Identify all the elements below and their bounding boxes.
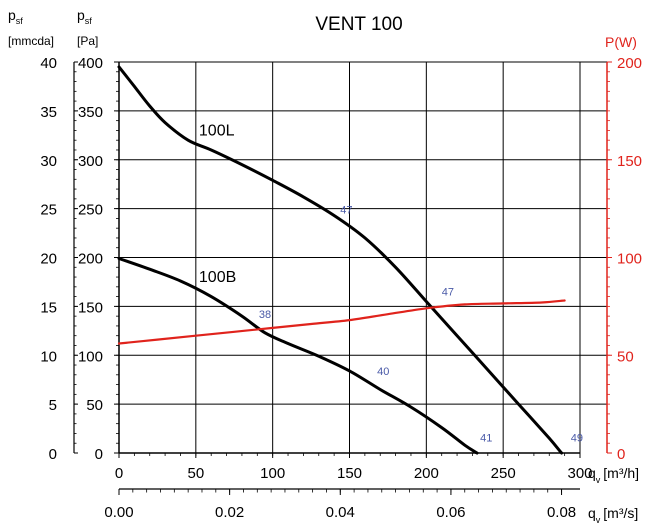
chart-title: VENT 100 bbox=[315, 14, 402, 35]
efficiency-annotation: 49 bbox=[571, 432, 583, 444]
m3h-tick-label: 300 bbox=[567, 465, 592, 482]
power-tick-label: 0 bbox=[617, 446, 625, 463]
ticks: 0501001502002503003504000510152025303540… bbox=[40, 55, 642, 521]
pa-tick-label: 50 bbox=[86, 397, 103, 414]
pa-tick-label: 400 bbox=[78, 55, 103, 72]
mmcda-tick-label: 15 bbox=[40, 299, 57, 316]
left-pa-axis-unit: [Pa] bbox=[77, 34, 98, 48]
series-line-100b bbox=[117, 257, 479, 455]
m3s-tick-label: 0.00 bbox=[104, 504, 133, 521]
left-pa-axis-label: psf bbox=[77, 7, 92, 26]
pa-tick-label: 200 bbox=[78, 251, 103, 268]
series-label: 100B bbox=[199, 269, 236, 286]
pa-tick-label: 150 bbox=[78, 299, 103, 316]
mmcda-tick-label: 35 bbox=[40, 104, 57, 121]
bottom-m3h-axis-label: qv [m³/h] bbox=[588, 465, 639, 485]
pa-tick-label: 250 bbox=[78, 202, 103, 219]
mmcda-tick-label: 40 bbox=[40, 55, 57, 72]
m3h-tick-label: 200 bbox=[414, 465, 439, 482]
grid bbox=[119, 61, 607, 453]
power-tick-label: 50 bbox=[617, 348, 634, 365]
mmcda-tick-label: 5 bbox=[49, 397, 57, 414]
left-mmcda-axis-label: psf bbox=[8, 7, 23, 26]
mmcda-tick-label: 10 bbox=[40, 348, 57, 365]
efficiency-annotation: 47 bbox=[442, 287, 454, 299]
m3s-tick-label: 0.04 bbox=[326, 504, 355, 521]
pa-tick-label: 300 bbox=[78, 153, 103, 170]
pa-tick-label: 0 bbox=[95, 446, 103, 463]
mmcda-tick-label: 25 bbox=[40, 202, 57, 219]
mmcda-tick-label: 30 bbox=[40, 153, 57, 170]
efficiency-annotation: 40 bbox=[377, 366, 389, 378]
pa-tick-label: 350 bbox=[78, 104, 103, 121]
left-mmcda-axis-unit: [mmcda] bbox=[8, 34, 54, 48]
efficiency-annotation: 41 bbox=[480, 432, 492, 444]
m3s-tick-label: 0.06 bbox=[436, 504, 465, 521]
series-label: 100L bbox=[199, 122, 235, 139]
m3h-tick-label: 0 bbox=[115, 465, 123, 482]
axes bbox=[73, 62, 608, 490]
power-tick-label: 100 bbox=[617, 251, 642, 268]
m3h-tick-label: 50 bbox=[187, 465, 204, 482]
power-tick-label: 150 bbox=[617, 153, 642, 170]
series-line-p bbox=[117, 299, 566, 345]
mmcda-tick-label: 0 bbox=[49, 446, 57, 463]
series-line-100l bbox=[117, 65, 564, 455]
bottom-m3s-axis-label: qv [m³/s] bbox=[588, 505, 638, 525]
series bbox=[117, 65, 566, 455]
efficiency-annotation: 47 bbox=[340, 205, 352, 217]
m3s-tick-label: 0.02 bbox=[215, 504, 244, 521]
pa-tick-label: 100 bbox=[78, 348, 103, 365]
m3h-tick-label: 150 bbox=[337, 465, 362, 482]
m3s-tick-label: 0.08 bbox=[547, 504, 576, 521]
power-axis-label: P(W) bbox=[605, 34, 637, 50]
m3h-tick-label: 250 bbox=[491, 465, 516, 482]
m3h-tick-label: 100 bbox=[260, 465, 285, 482]
power-tick-label: 200 bbox=[617, 55, 642, 72]
efficiency-annotation: 38 bbox=[259, 309, 271, 321]
labels: 100L 100B 47 47 38 40 41 49 bbox=[199, 122, 583, 444]
mmcda-tick-label: 20 bbox=[40, 251, 57, 268]
